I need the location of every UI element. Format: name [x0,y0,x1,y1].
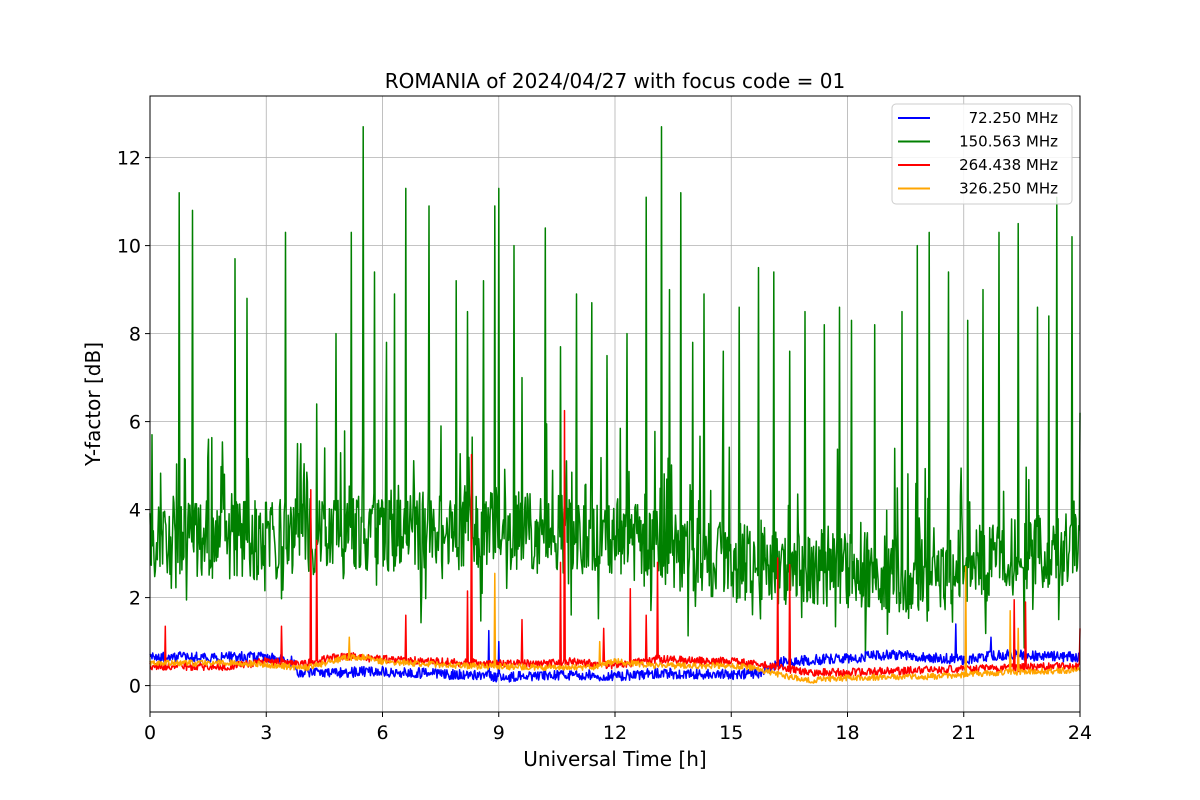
legend-frame [891,103,1073,205]
y-tick-label: 12 [117,148,141,170]
chart-title: ROMANIA of 2024/04/27 with focus code = … [385,69,845,93]
x-tick-label: 21 [952,722,976,744]
y-tick-label: 2 [129,588,141,610]
series-line-0 [149,623,1081,683]
x-tick-label: 3 [260,722,272,744]
series-line-1 [149,126,1081,659]
series-lines [149,126,1081,684]
x-tick-label: 18 [835,722,859,744]
y-tick-label: 6 [129,412,141,434]
series-line-3 [149,566,1081,684]
y-tick-label: 8 [129,324,141,346]
x-axis-title: Universal Time [h] [523,747,706,771]
y-tick-label: 0 [129,676,141,698]
x-tick-label: 0 [144,722,156,744]
legend: 72.250 MHz 150.563 MHz 264.438 MHz 326.250 … [891,103,1073,205]
legend-label-3: 326.250 MHz [959,180,1058,198]
x-tick-label: 24 [1068,722,1092,744]
x-tick-label: 15 [719,722,743,744]
series-line-2 [149,409,1081,678]
y-tick-label: 4 [129,500,141,522]
x-tick-label: 12 [603,722,627,744]
legend-label-0: 72.250 MHz [969,109,1058,127]
x-tick-label: 6 [376,722,388,744]
y-tick-label: 10 [117,236,141,258]
legend-label-2: 264.438 MHz [959,156,1058,174]
legend-label-1: 150.563 MHz [959,133,1058,151]
y-axis-title: Y-factor [dB] [81,342,105,467]
x-tick-label: 9 [493,722,505,744]
